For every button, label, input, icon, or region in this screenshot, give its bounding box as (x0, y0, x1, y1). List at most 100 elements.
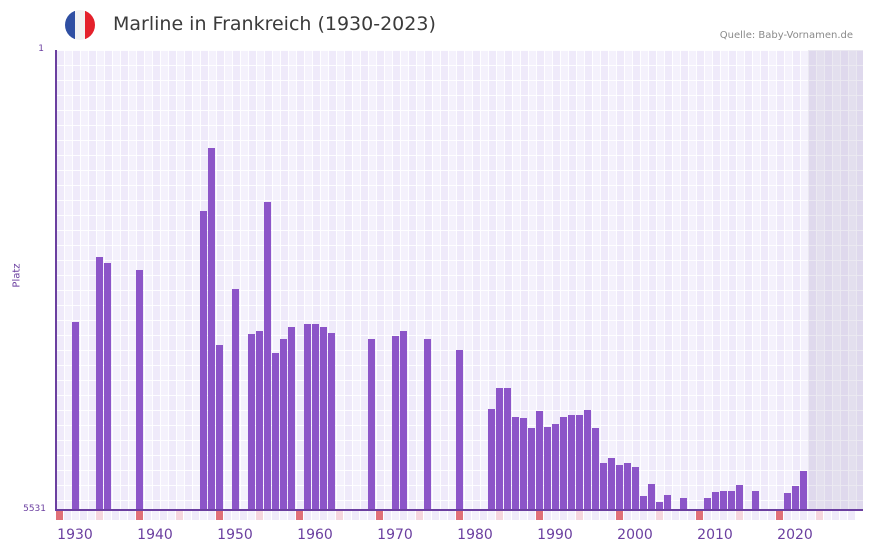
year-marker (192, 511, 199, 520)
bar-1970[interactable] (392, 336, 399, 510)
x-axis-line (55, 509, 863, 511)
bar-1967[interactable] (368, 339, 375, 510)
bar-1983[interactable] (496, 388, 503, 510)
bar-2012[interactable] (728, 491, 735, 510)
bar-1960[interactable] (312, 324, 319, 510)
bar-1987[interactable] (528, 428, 535, 510)
year-marker (432, 511, 439, 520)
bar-1971[interactable] (400, 331, 407, 510)
x-tick-1960: 1960 (297, 527, 333, 543)
year-marker (168, 511, 175, 520)
bar-1989[interactable] (544, 427, 551, 510)
year-marker (752, 511, 759, 520)
bar-1933[interactable] (96, 257, 103, 510)
bar-1947[interactable] (208, 148, 215, 510)
flag-icon (65, 10, 95, 40)
bar-1946[interactable] (200, 211, 207, 510)
bar-2000[interactable] (632, 467, 639, 510)
year-marker (584, 511, 591, 520)
bar-1978[interactable] (456, 350, 463, 510)
bar-2013[interactable] (736, 485, 743, 510)
bar-2015[interactable] (752, 491, 759, 510)
bar-1984[interactable] (504, 388, 511, 510)
bar-2021[interactable] (800, 471, 807, 510)
year-marker (112, 511, 119, 520)
year-marker (376, 511, 383, 520)
bar-2010[interactable] (712, 492, 719, 510)
year-marker (296, 511, 303, 520)
bar-1992[interactable] (568, 415, 575, 510)
bar-1991[interactable] (560, 417, 567, 510)
year-marker (288, 511, 295, 520)
bar-1994[interactable] (584, 410, 591, 510)
bar-2006[interactable] (680, 498, 687, 510)
bar-1955[interactable] (272, 353, 279, 510)
bar-1998[interactable] (616, 465, 623, 510)
bar-2003[interactable] (656, 502, 663, 510)
bar-1995[interactable] (592, 428, 599, 510)
bar-2019[interactable] (784, 493, 791, 510)
bar-1959[interactable] (304, 324, 311, 510)
bar-1956[interactable] (280, 339, 287, 510)
year-marker (72, 511, 79, 520)
year-marker (664, 511, 671, 520)
bar-1952[interactable] (248, 334, 255, 510)
year-marker (328, 511, 335, 520)
year-marker (456, 511, 463, 520)
year-marker (144, 511, 151, 520)
bar-2020[interactable] (792, 486, 799, 510)
year-marker (272, 511, 279, 520)
bar-2004[interactable] (664, 495, 671, 510)
year-marker (176, 511, 183, 520)
bar-1962[interactable] (328, 333, 335, 510)
x-tick-2010: 2010 (697, 527, 733, 543)
bar-2009[interactable] (704, 498, 711, 510)
year-marker (672, 511, 679, 520)
year-marker (496, 511, 503, 520)
year-marker (104, 511, 111, 520)
year-marker (680, 511, 687, 520)
bar-1954[interactable] (264, 202, 271, 510)
flag-stripe-white (75, 10, 85, 40)
bar-1986[interactable] (520, 418, 527, 510)
year-marker (760, 511, 767, 520)
year-marker (512, 511, 519, 520)
bar-1961[interactable] (320, 327, 327, 510)
year-marker (576, 511, 583, 520)
year-marker (728, 511, 735, 520)
bar-1985[interactable] (512, 417, 519, 510)
bar-1938[interactable] (136, 270, 143, 510)
year-marker (352, 511, 359, 520)
bar-1997[interactable] (608, 458, 615, 510)
year-marker (304, 511, 311, 520)
bar-1974[interactable] (424, 339, 431, 510)
year-marker (248, 511, 255, 520)
y-axis-line (55, 50, 57, 511)
bar-1996[interactable] (600, 463, 607, 510)
bar-1930[interactable] (72, 322, 79, 510)
bar-1957[interactable] (288, 327, 295, 510)
bar-2001[interactable] (640, 496, 647, 510)
year-marker (464, 511, 471, 520)
bar-2002[interactable] (648, 484, 655, 510)
bar-1948[interactable] (216, 345, 223, 510)
bar-1950[interactable] (232, 289, 239, 510)
x-tick-1950: 1950 (217, 527, 253, 543)
x-tick-1990: 1990 (537, 527, 573, 543)
bar-1990[interactable] (552, 424, 559, 510)
y-tick-bottom: 5531 (23, 504, 46, 514)
bar-2011[interactable] (720, 491, 727, 510)
bar-1993[interactable] (576, 415, 583, 510)
bar-1988[interactable] (536, 411, 543, 510)
x-tick-1970: 1970 (377, 527, 413, 543)
bar-1953[interactable] (256, 331, 263, 510)
bar-1934[interactable] (104, 263, 111, 510)
bar-1982[interactable] (488, 409, 495, 510)
year-marker (344, 511, 351, 520)
x-tick-1930: 1930 (57, 527, 93, 543)
year-marker (776, 511, 783, 520)
bar-1999[interactable] (624, 463, 631, 510)
year-marker (592, 511, 599, 520)
year-marker (744, 511, 751, 520)
year-marker (848, 511, 855, 520)
